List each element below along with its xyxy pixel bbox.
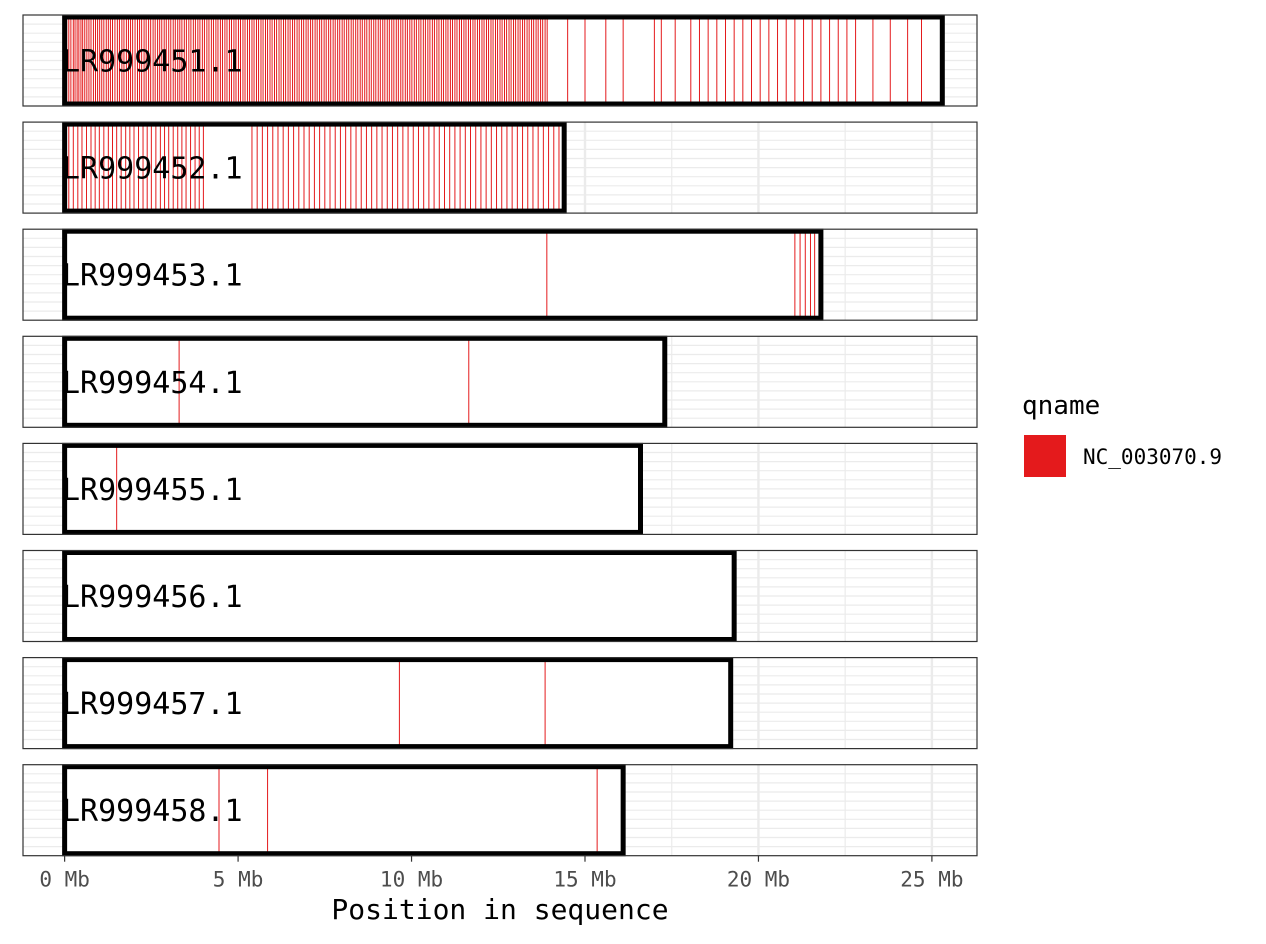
chromosome-outline — [62, 335, 668, 428]
chromosome-outline — [62, 228, 824, 321]
chromosome-label: LR999451.1 — [62, 45, 243, 80]
chromosome-label: LR999455.1 — [62, 473, 243, 508]
panel-LR999454.1: LR999454.1 — [22, 335, 978, 428]
chromosome-body — [64, 445, 641, 533]
chromosome-outline — [62, 657, 734, 750]
panels: LR999451.1 LR999452.1 LR999453.1 LR999454.1… — [22, 14, 978, 857]
chromosome-body — [64, 659, 731, 747]
legend-title: qname — [1022, 391, 1100, 421]
chromosome-label: LR999458.1 — [62, 794, 243, 829]
x-tick-label: 10 Mb — [380, 868, 443, 892]
chromosome-outline — [62, 14, 945, 107]
legend: qname NC_003070.9 — [1022, 391, 1222, 477]
panel-LR999452.1: LR999452.1 — [22, 121, 978, 214]
panel-border — [22, 656, 978, 750]
panel-LR999457.1: LR999457.1 — [22, 656, 978, 750]
legend-label: NC_003070.9 — [1083, 445, 1222, 469]
x-axis: 0 Mb 5 Mb 10 Mb 15 Mb 20 Mb 25 Mb — [39, 855, 964, 892]
chromosome-label: LR999454.1 — [62, 366, 243, 401]
chromosome-label: LR999457.1 — [62, 687, 243, 722]
panel-LR999453.1: LR999453.1 — [22, 228, 978, 321]
x-tick-label: 20 Mb — [727, 868, 790, 892]
chromosome-body — [64, 338, 665, 426]
chromosome-body — [64, 231, 821, 319]
chromosome-body — [64, 552, 735, 640]
chromosome-body — [64, 766, 624, 854]
chromosome-outline — [62, 550, 737, 642]
panel-LR999458.1: LR999458.1 — [22, 764, 978, 857]
panel-border — [22, 335, 978, 428]
panel-LR999451.1: LR999451.1 — [22, 14, 978, 107]
panel-border — [22, 121, 978, 214]
panel-border — [22, 442, 978, 535]
panel-LR999455.1: LR999455.1 — [22, 442, 978, 535]
x-tick-label: 0 Mb — [39, 868, 90, 892]
x-tick-label: 5 Mb — [213, 868, 264, 892]
chromosome-outline — [62, 121, 567, 214]
panel-border — [22, 14, 978, 107]
legend-key-NC_003070.9 — [1024, 435, 1066, 477]
x-tick-label: 15 Mb — [553, 868, 616, 892]
chromosome-outline — [62, 442, 643, 535]
panel-LR999456.1: LR999456.1 — [22, 549, 978, 643]
chromosome-label: LR999456.1 — [62, 580, 243, 615]
x-tick-label: 25 Mb — [900, 868, 963, 892]
panel-border — [22, 549, 978, 643]
panel-border — [22, 764, 978, 857]
x-axis-title: Position in sequence — [331, 893, 668, 926]
chromosome-label: LR999453.1 — [62, 259, 243, 294]
chromosome-label: LR999452.1 — [62, 152, 243, 187]
chromosome-outline — [62, 764, 626, 857]
panel-border — [22, 228, 978, 321]
